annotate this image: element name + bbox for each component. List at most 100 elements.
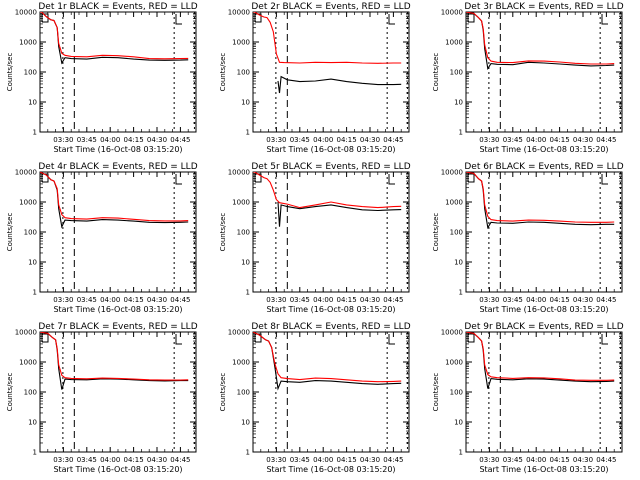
y-axis-label: Counts/sec [219,373,227,412]
plot-frame [39,171,197,293]
x-axis-label: Start Time (16-Oct-08 03:15:20) [266,305,395,314]
y-tick-label: 1000 [19,199,37,207]
events-series-line [466,12,615,71]
y-tick-label: 1000 [232,39,250,47]
y-tick-label: 1000 [19,39,37,47]
lld-series-line [466,172,615,223]
x-tick-label: 04:00 [526,456,546,464]
y-tick-label: 10 [454,99,463,107]
x-tick-label: 04:00 [313,456,333,464]
x-tick-label: 04:15 [337,136,357,144]
x-tick-label: 04:45 [170,456,190,464]
y-tick-label: 100 [24,229,37,237]
interval-marker [41,173,49,183]
interval-marker [388,334,395,345]
y-tick-label: 10000 [228,169,250,177]
lld-series-line [466,12,615,65]
x-tick-label: 04:00 [313,136,333,144]
interval-marker [175,174,182,185]
x-tick-label: 04:15 [124,296,144,304]
events-series-line [277,75,402,94]
interval-marker [175,334,182,345]
chart-panel-9: Det 9r BLACK = Events, RED = LLD 1 10 100 10… [432,322,624,474]
x-axis-label: Start Time (16-Oct-08 03:15:20) [53,465,182,474]
x-tick-label: 04:45 [383,296,403,304]
events-series-line [466,172,615,230]
chart-panel-8: Det 8r BLACK = Events, RED = LLD 1 10 100 10… [219,322,411,474]
panel-title: Det 2r BLACK = Events, RED = LLD [251,2,410,12]
x-tick-label: 03:45 [503,136,523,144]
x-axis-label: Start Time (16-Oct-08 03:15:20) [266,465,395,474]
x-tick-label: 04:15 [124,456,144,464]
events-series-line [40,332,189,390]
y-tick-label: 1 [246,289,250,297]
x-tick-label: 03:45 [77,136,97,144]
plot-frame [252,171,410,293]
chart-panel-3: Det 3r BLACK = Events, RED = LLD 1 10 100 10… [432,2,624,154]
y-tick-label: 10000 [228,9,250,17]
y-axis-label: Counts/sec [6,213,14,252]
interval-marker [601,334,608,345]
x-tick-label: 03:30 [53,456,73,464]
chart-panel-4: Det 4r BLACK = Events, RED = LLD 1 10 100 10… [6,162,198,314]
y-tick-label: 100 [450,389,463,397]
events-series-line [253,332,402,391]
chart-panel-1: Det 1r BLACK = Events, RED = LLD 1 10 100 10… [6,2,198,154]
y-tick-label: 10 [241,99,250,107]
y-tick-label: 10000 [228,329,250,337]
x-tick-label: 04:30 [573,456,593,464]
y-tick-label: 10 [241,419,250,427]
x-axis-label: Start Time (16-Oct-08 03:15:20) [53,145,182,154]
events-series-line [277,201,402,227]
y-tick-label: 10000 [441,9,463,17]
x-tick-label: 04:30 [147,456,167,464]
x-tick-label: 04:45 [383,136,403,144]
x-tick-label: 03:30 [53,136,73,144]
panel-title: Det 6r BLACK = Events, RED = LLD [464,162,623,172]
x-tick-label: 04:15 [337,296,357,304]
y-tick-label: 100 [24,69,37,77]
y-axis-label: Counts/sec [6,53,14,92]
interval-marker [388,174,395,185]
x-tick-label: 04:45 [170,296,190,304]
y-tick-label: 10 [28,419,37,427]
y-axis-label: Counts/sec [219,213,227,252]
panel-title: Det 1r BLACK = Events, RED = LLD [38,2,197,12]
x-tick-label: 03:30 [53,296,73,304]
plot-frame [252,11,410,133]
y-tick-label: 100 [450,229,463,237]
lld-series-line [253,332,402,383]
plot-frame [465,331,623,453]
x-tick-label: 03:45 [503,456,523,464]
y-tick-label: 10000 [15,9,37,17]
x-tick-label: 04:15 [337,456,357,464]
y-tick-label: 1 [459,289,463,297]
x-axis-label: Start Time (16-Oct-08 03:15:20) [266,145,395,154]
interval-marker [388,14,395,25]
x-tick-label: 03:30 [479,456,499,464]
x-tick-label: 03:30 [266,136,286,144]
y-tick-label: 1000 [445,359,463,367]
panel-title: Det 7r BLACK = Events, RED = LLD [38,322,197,332]
lld-series-line [40,172,189,222]
x-tick-label: 04:45 [170,136,190,144]
y-tick-label: 10 [28,99,37,107]
x-tick-label: 03:45 [290,136,310,144]
y-tick-label: 100 [237,229,250,237]
x-tick-label: 04:00 [526,296,546,304]
y-tick-label: 10000 [15,329,37,337]
x-tick-label: 04:00 [100,136,120,144]
interval-marker [254,13,262,23]
x-tick-label: 03:45 [290,296,310,304]
x-tick-label: 03:30 [479,136,499,144]
interval-marker [254,333,262,343]
lld-series-line [466,332,615,381]
x-tick-label: 04:15 [124,136,144,144]
plot-frame [465,11,623,133]
y-axis-label: Counts/sec [432,213,440,252]
chart-panel-6: Det 6r BLACK = Events, RED = LLD 1 10 100 10… [432,162,624,314]
interval-marker [175,14,182,25]
x-axis-label: Start Time (16-Oct-08 03:15:20) [479,145,608,154]
x-tick-label: 04:30 [147,296,167,304]
chart-panel-5: Det 5r BLACK = Events, RED = LLD 1 10 100 10… [219,162,411,314]
